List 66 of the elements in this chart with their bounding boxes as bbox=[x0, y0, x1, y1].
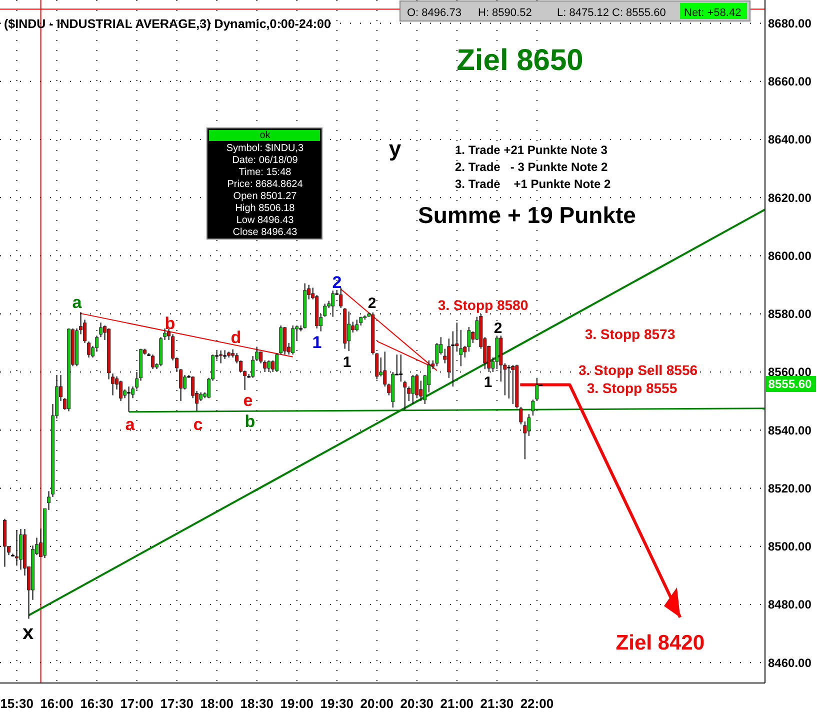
annotation: 3. Stopp 8580 bbox=[438, 297, 528, 313]
x-tick-label: 21:30 bbox=[480, 696, 514, 711]
x-tick-label: 19:00 bbox=[280, 696, 314, 711]
annotation: 3. Stopp Sell 8556 bbox=[578, 362, 698, 378]
annotation: 3. Stopp 8555 bbox=[586, 380, 678, 396]
x-tick-label: 21:00 bbox=[440, 696, 474, 711]
y-tick-label: 8520.00 bbox=[768, 481, 812, 496]
annotation: 2 bbox=[368, 295, 376, 312]
annotation: L: 8475.12 bbox=[557, 7, 609, 19]
x-tick-label: 22:00 bbox=[520, 696, 554, 711]
x-tick-label: 19:30 bbox=[320, 696, 354, 711]
annotation: y bbox=[388, 136, 402, 161]
annotation: 1. Trade +21 Punkte Note 3 bbox=[455, 143, 608, 157]
annotation: Low 8496.43 bbox=[236, 215, 294, 226]
annotation: Symbol: $INDU,3 bbox=[226, 143, 304, 154]
annotation: b bbox=[244, 412, 256, 431]
y-tick-label: 8500.00 bbox=[768, 540, 812, 554]
annotation: O: 8496.73 bbox=[407, 7, 462, 19]
y-tick-label: 8580.00 bbox=[768, 307, 812, 322]
annotation: e bbox=[243, 391, 253, 410]
annotation: H: 8590.52 bbox=[478, 7, 532, 19]
x-tick-label: 20:30 bbox=[400, 696, 434, 711]
annotation: Ziel 8420 bbox=[616, 631, 705, 654]
y-tick-label: 8640.00 bbox=[768, 132, 812, 147]
annotation: Net: +58.42 bbox=[684, 7, 742, 19]
annotation: Price: 8684.8624 bbox=[227, 179, 304, 190]
annotation: C: 8555.60 bbox=[612, 7, 666, 19]
y-tick-label: 8540.00 bbox=[768, 423, 812, 438]
y-tick-label: 8680.00 bbox=[768, 16, 812, 30]
annotation: Open 8501.27 bbox=[233, 191, 298, 202]
x-tick-label: 17:30 bbox=[160, 696, 194, 711]
annotation: 3. Trade +1 Punkte Note 2 bbox=[455, 177, 612, 191]
y-tick-label: 8620.00 bbox=[768, 190, 812, 205]
annotation: 1 bbox=[312, 333, 322, 352]
annotation: 3. Stopp 8573 bbox=[584, 326, 676, 342]
annotation: 1 bbox=[484, 374, 492, 391]
x-tick-label: 18:00 bbox=[200, 696, 234, 711]
annotation: x bbox=[22, 622, 34, 644]
y-tick-label: 8600.00 bbox=[768, 248, 812, 263]
annotation: High 8506.18 bbox=[235, 203, 296, 214]
x-tick-label: 15:30 bbox=[0, 696, 34, 711]
annotation: Date: 06/18/09 bbox=[232, 155, 298, 166]
annotation: ok bbox=[260, 130, 272, 141]
x-tick-label: 16:00 bbox=[40, 696, 74, 711]
x-tick-label: 17:00 bbox=[120, 696, 154, 711]
annotation: 2 bbox=[494, 320, 502, 337]
annotation: c bbox=[193, 415, 203, 434]
x-tick-label: 18:30 bbox=[240, 696, 274, 711]
x-tick-label: 16:30 bbox=[80, 696, 114, 711]
annotation: a bbox=[72, 293, 82, 312]
y-tick-label: 8480.00 bbox=[768, 598, 812, 612]
annotation: 2 bbox=[332, 273, 342, 292]
annotation: d bbox=[230, 328, 242, 347]
annotation: 1 bbox=[342, 354, 352, 371]
annotation: 2. Trade - 3 Punkte Note 2 bbox=[455, 160, 608, 174]
annotation: b bbox=[164, 314, 176, 333]
y-tick-label: 8560.00 bbox=[768, 365, 812, 380]
annotation: a bbox=[125, 415, 136, 434]
y-tick-label: 8660.00 bbox=[768, 74, 812, 89]
annotation: Summe + 19 Punkte bbox=[418, 202, 636, 228]
text: 8555.60 bbox=[768, 377, 812, 391]
annotation: Time: 15:48 bbox=[238, 167, 292, 178]
y-tick-label: 8460.00 bbox=[768, 656, 812, 670]
x-tick-label: 20:00 bbox=[360, 696, 394, 711]
annotation: Ziel 8650 bbox=[456, 44, 584, 77]
annotation: Close 8496.43 bbox=[232, 227, 298, 238]
